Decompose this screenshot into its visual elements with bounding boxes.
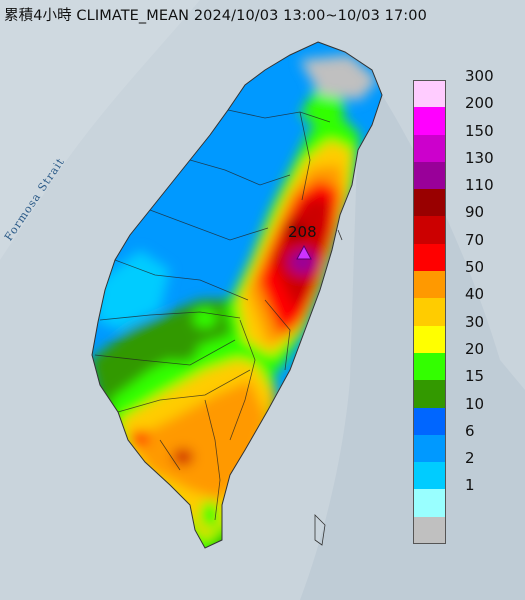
legend-label: 15: [465, 367, 485, 386]
legend-row: 15: [413, 367, 519, 408]
legend-label: 150: [465, 121, 494, 140]
legend-row: 130: [413, 149, 519, 190]
legend-swatch: [413, 462, 446, 490]
legend-swatch: [413, 216, 446, 244]
county-boundaries: [94, 109, 331, 521]
legend-row: 10: [413, 395, 519, 435]
legend-swatch: [413, 271, 446, 299]
legend-row: 110: [413, 176, 519, 217]
legend-label: 30: [465, 312, 485, 331]
legend-row: [413, 516, 519, 545]
legend-label: 130: [465, 148, 494, 167]
legend-label: 50: [465, 258, 485, 277]
legend-swatch: [413, 243, 446, 272]
legend-swatch: [413, 352, 446, 381]
legend-swatch: [413, 134, 446, 162]
legend-swatch: [413, 516, 446, 545]
legend-label: 90: [465, 203, 485, 222]
legend-label: 300: [465, 67, 494, 85]
legend-row: 20: [413, 340, 519, 381]
legend-swatch: [413, 434, 446, 463]
legend-label: 40: [465, 285, 485, 304]
legend-row: 40: [413, 285, 519, 326]
coastline: [91, 41, 383, 549]
legend-swatch: [413, 80, 446, 108]
legend-label: 70: [465, 230, 485, 249]
map-title: 累積4小時 CLIMATE_MEAN 2024/10/03 13:00~10/0…: [4, 8, 427, 24]
legend-label: 200: [465, 94, 494, 113]
legend-row: 50: [413, 258, 519, 299]
legend-swatch: [413, 407, 446, 435]
color-legend: 300 200 150 130 110 90 70 50 40 30 20 15 10 6 2 1: [413, 67, 519, 545]
legend-swatch: [413, 380, 446, 408]
legend-row: 2: [413, 449, 519, 490]
legend-label: 20: [465, 339, 485, 358]
legend-swatch: [413, 189, 446, 217]
legend-row: 1: [413, 476, 519, 517]
legend-label: 10: [465, 394, 485, 413]
legend-row: 6: [413, 422, 519, 463]
legend-swatch: [413, 161, 446, 190]
legend-row: 200: [413, 94, 519, 135]
max-value-label: 208: [288, 223, 317, 241]
legend-label: 1: [465, 476, 475, 495]
legend-label: 2: [465, 449, 475, 468]
legend-row: 300: [413, 67, 519, 108]
legend-label: 110: [465, 176, 494, 195]
legend-swatch: [413, 489, 446, 517]
legend-row: 90: [413, 203, 519, 244]
legend-row: 150: [413, 122, 519, 162]
legend-swatch: [413, 298, 446, 326]
legend-swatch: [413, 325, 446, 353]
legend-swatch: [413, 107, 446, 135]
legend-row: 30: [413, 313, 519, 353]
legend-row: 70: [413, 231, 519, 272]
legend-label: 6: [465, 421, 475, 440]
max-marker-icon: [296, 244, 312, 260]
